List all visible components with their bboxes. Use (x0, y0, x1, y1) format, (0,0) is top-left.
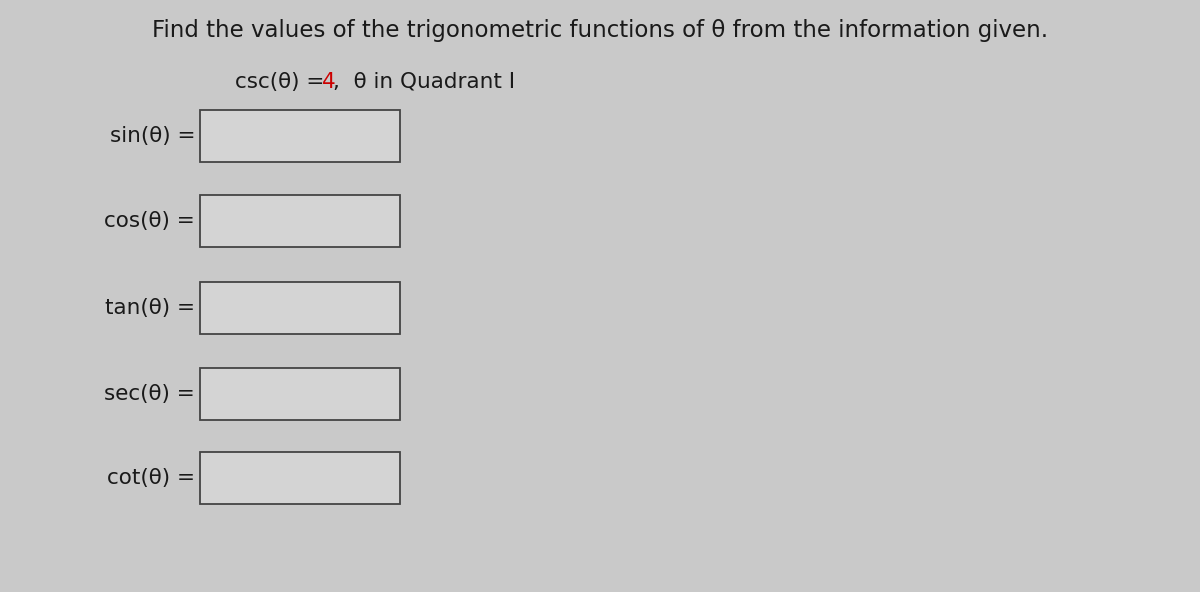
Text: sin(θ) =: sin(θ) = (109, 126, 194, 146)
Text: tan(θ) =: tan(θ) = (106, 298, 194, 318)
Text: Find the values of the trigonometric functions of θ from the information given.: Find the values of the trigonometric fun… (152, 18, 1048, 41)
Bar (200, 195, 400, 247)
Text: ,  θ in Quadrant I: , θ in Quadrant I (334, 72, 515, 92)
Text: cot(θ) =: cot(θ) = (107, 468, 194, 488)
Bar (200, 110, 400, 162)
Bar (200, 452, 400, 504)
Bar (200, 282, 400, 334)
Text: cos(θ) =: cos(θ) = (104, 211, 194, 231)
Bar (200, 368, 400, 420)
Text: sec(θ) =: sec(θ) = (104, 384, 194, 404)
Text: 4: 4 (322, 72, 336, 92)
Text: csc(θ) =: csc(θ) = (235, 72, 331, 92)
